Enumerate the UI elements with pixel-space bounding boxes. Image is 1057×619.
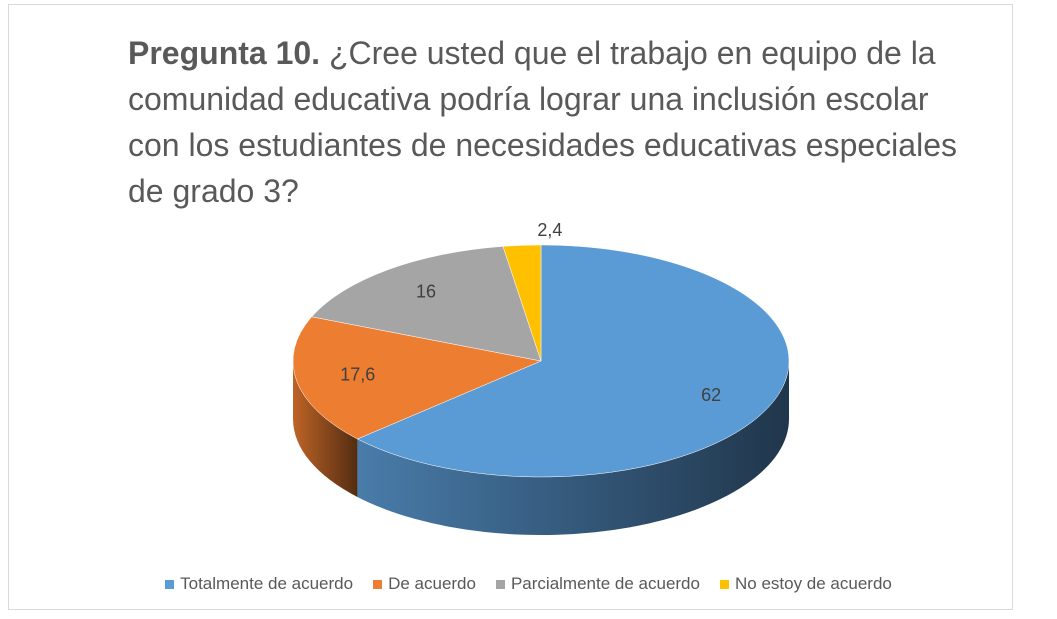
pie-slice [356,244,790,478]
data-label: 16 [416,281,436,301]
legend-swatch [165,579,175,589]
legend-item: Parcialmente de acuerdo [495,574,700,594]
legend-label: No estoy de acuerdo [734,574,892,593]
legend-label: Parcialmente de acuerdo [510,574,700,593]
pie-slice [292,316,542,440]
data-label: 62 [701,385,721,405]
legend-item: No estoy de acuerdo [719,574,892,594]
data-label: 2,4 [537,220,562,240]
legend-swatch [719,579,729,589]
legend-label: Totalmente de acuerdo [180,574,354,593]
legend-label: De acuerdo [388,574,476,593]
title-text: ¿Cree usted que el trabajo en equipo de … [128,35,957,209]
legend-swatch [495,579,505,589]
pie-slice [311,246,542,362]
data-label: 17,6 [340,365,375,385]
legend: Totalmente de acuerdo De acuerdo Parcialme… [0,574,1057,594]
pie-slice [502,244,542,362]
title-bold: Pregunta 10. [128,35,321,71]
legend-item: De acuerdo [373,574,476,594]
legend-item: Totalmente de acuerdo [165,574,353,594]
pie-side [293,361,358,497]
legend-swatch [373,579,383,589]
chart-frame [8,4,1013,610]
chart-title: Pregunta 10. ¿Cree usted que el trabajo … [128,30,978,214]
pie-side [357,361,789,535]
